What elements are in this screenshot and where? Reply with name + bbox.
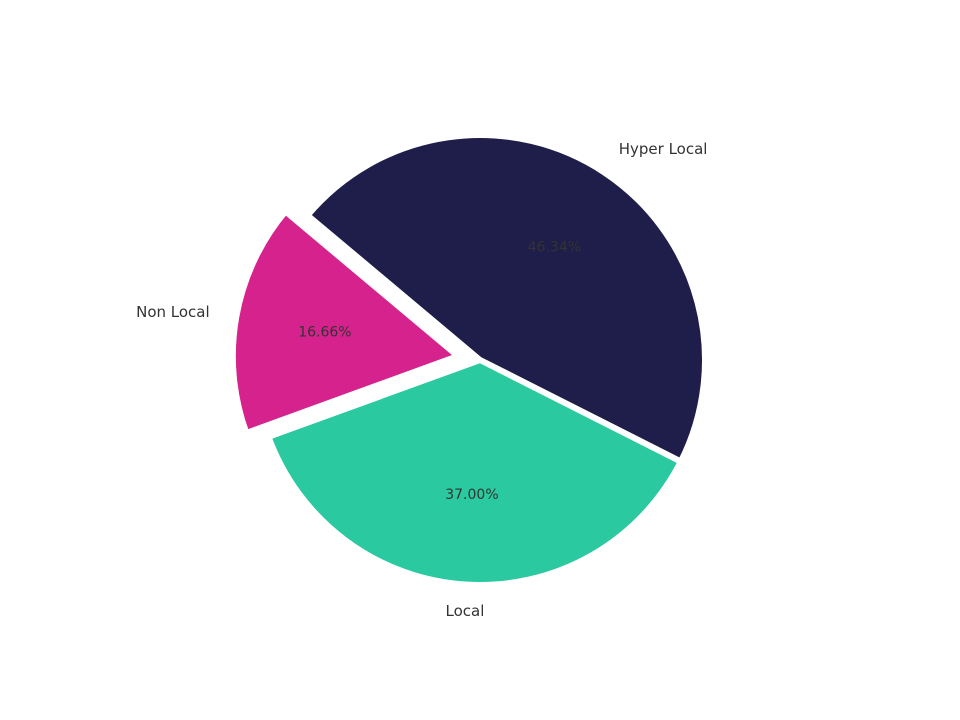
- pie-slice-label: Hyper Local: [619, 140, 708, 158]
- pie-slice-pct: 46.34%: [528, 239, 581, 255]
- pie-slice-pct: 37.00%: [445, 487, 498, 503]
- pie-slice-label: Non Local: [136, 303, 210, 321]
- pie-slice-label: Local: [446, 602, 485, 620]
- pie-slice-pct: 16.66%: [298, 325, 351, 341]
- pie-chart: 46.34% Hyper Local 37.00% Local 16.66% Non Lo…: [0, 0, 960, 720]
- pie-chart-container: 46.34% Hyper Local 37.00% Local 16.66% Non Lo…: [0, 0, 960, 720]
